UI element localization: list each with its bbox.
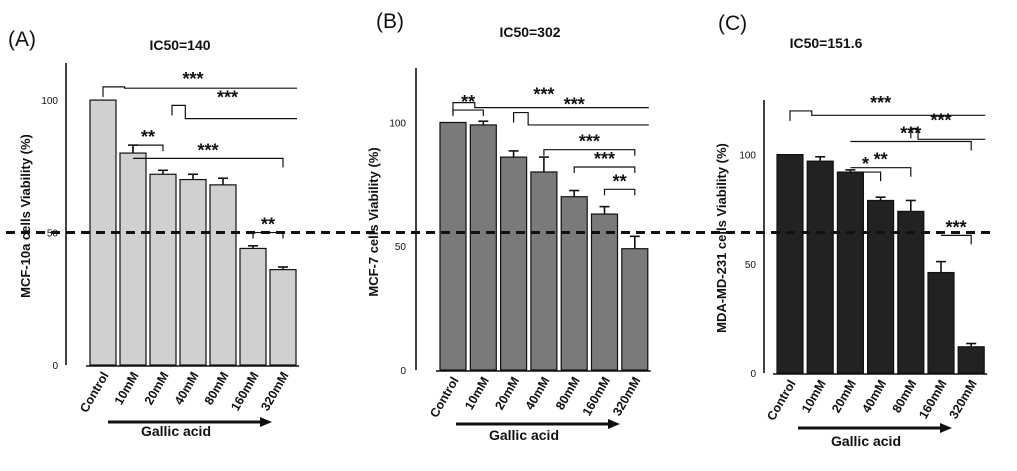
y-tick-label: 100 [41,96,58,107]
significance-bracket [850,167,912,177]
bar-40mm [530,171,558,371]
panel-b-ylabel: MCF-7 cells Viability (%) [366,147,381,296]
panel-a-label: (A) [8,28,36,51]
panel-b-label: (B) [376,10,404,33]
y-tick-label: 50 [395,242,407,253]
bar-160mm [239,247,267,366]
bar-10mm [469,124,497,371]
panel-b-xlabel: Gallic acid [489,427,559,443]
significance-bracket [171,104,297,120]
significance-stars: *** [564,95,585,115]
panel-c-label: (C) [718,12,747,35]
y-tick-label: 0 [400,366,406,377]
significance-bracket [452,102,649,113]
treatment-arrow-head-icon [940,423,952,433]
significance-bracket [850,140,972,151]
bar-160mm [590,213,619,371]
significance-stars: *** [946,217,967,237]
bar-80mm [897,210,925,374]
bar-80mm [209,184,237,366]
panel-c: (C) IC50=151.6 MDA-MD-231 cells Viabilit… [714,12,988,449]
panel-c-xlabel: Gallic acid [831,433,901,449]
significance-bracket [133,157,284,168]
significance-bracket [941,234,972,245]
significance-bracket [102,86,297,97]
significance-stars: *** [533,85,554,105]
panel-a-ylabel: MCF-10a cells Viability (%) [18,134,33,298]
treatment-arrow-head-icon [260,417,272,427]
bar-20mm [836,171,865,374]
significance-bracket [132,144,164,152]
panel-b-title: IC50=302 [499,24,560,40]
gallic-acid-arrows [108,417,952,433]
bar-10mm [119,152,147,366]
bar-320mm [957,346,985,374]
panel-c-ylabel: MDA-MD-231 cells Viability (%) [714,143,729,333]
significance-stars: *** [579,132,600,152]
treatment-arrow-head-icon [608,419,620,429]
panel-c-title: IC50=151.6 [790,35,863,51]
significance-stars: * [862,154,869,174]
significance-bracket [910,127,986,140]
bar-40mm [179,178,207,366]
significance-stars: ** [874,150,888,170]
bar-160mm [927,271,955,374]
bar-10mm [806,160,834,374]
significance-bracket [452,109,484,117]
panel-a-xlabel: Gallic acid [141,423,211,439]
significance-stars: *** [182,69,203,89]
y-tick-label: 50 [745,260,757,271]
significance-bracket [543,149,636,156]
significance-bracket [513,111,649,126]
significance-stars: *** [930,110,951,130]
significance-bracket [603,188,636,196]
significance-stars: *** [217,87,238,107]
significance-stars: *** [197,140,218,160]
panel-a-title: IC50=140 [149,37,210,53]
bar-320mm [269,269,297,366]
y-tick-label: 100 [739,151,756,162]
significance-stars: *** [594,149,615,169]
significance-bracket [850,171,882,182]
bar-80mm [560,196,588,371]
significance-bracket [573,166,636,174]
significance-stars: *** [870,93,891,113]
y-tick-label: 100 [389,118,406,129]
bar-control [439,121,467,371]
bar-control [776,154,804,374]
bar-320mm [621,248,649,371]
significance-stars: ** [141,127,155,147]
bar-20mm [149,173,177,366]
significance-stars: ** [261,215,275,235]
significance-stars: ** [613,171,627,191]
bar-20mm [500,156,528,371]
y-tick-label: 0 [750,369,756,380]
significance-bracket [789,110,986,121]
y-tick-label: 0 [52,361,58,372]
bar-40mm [866,199,895,374]
